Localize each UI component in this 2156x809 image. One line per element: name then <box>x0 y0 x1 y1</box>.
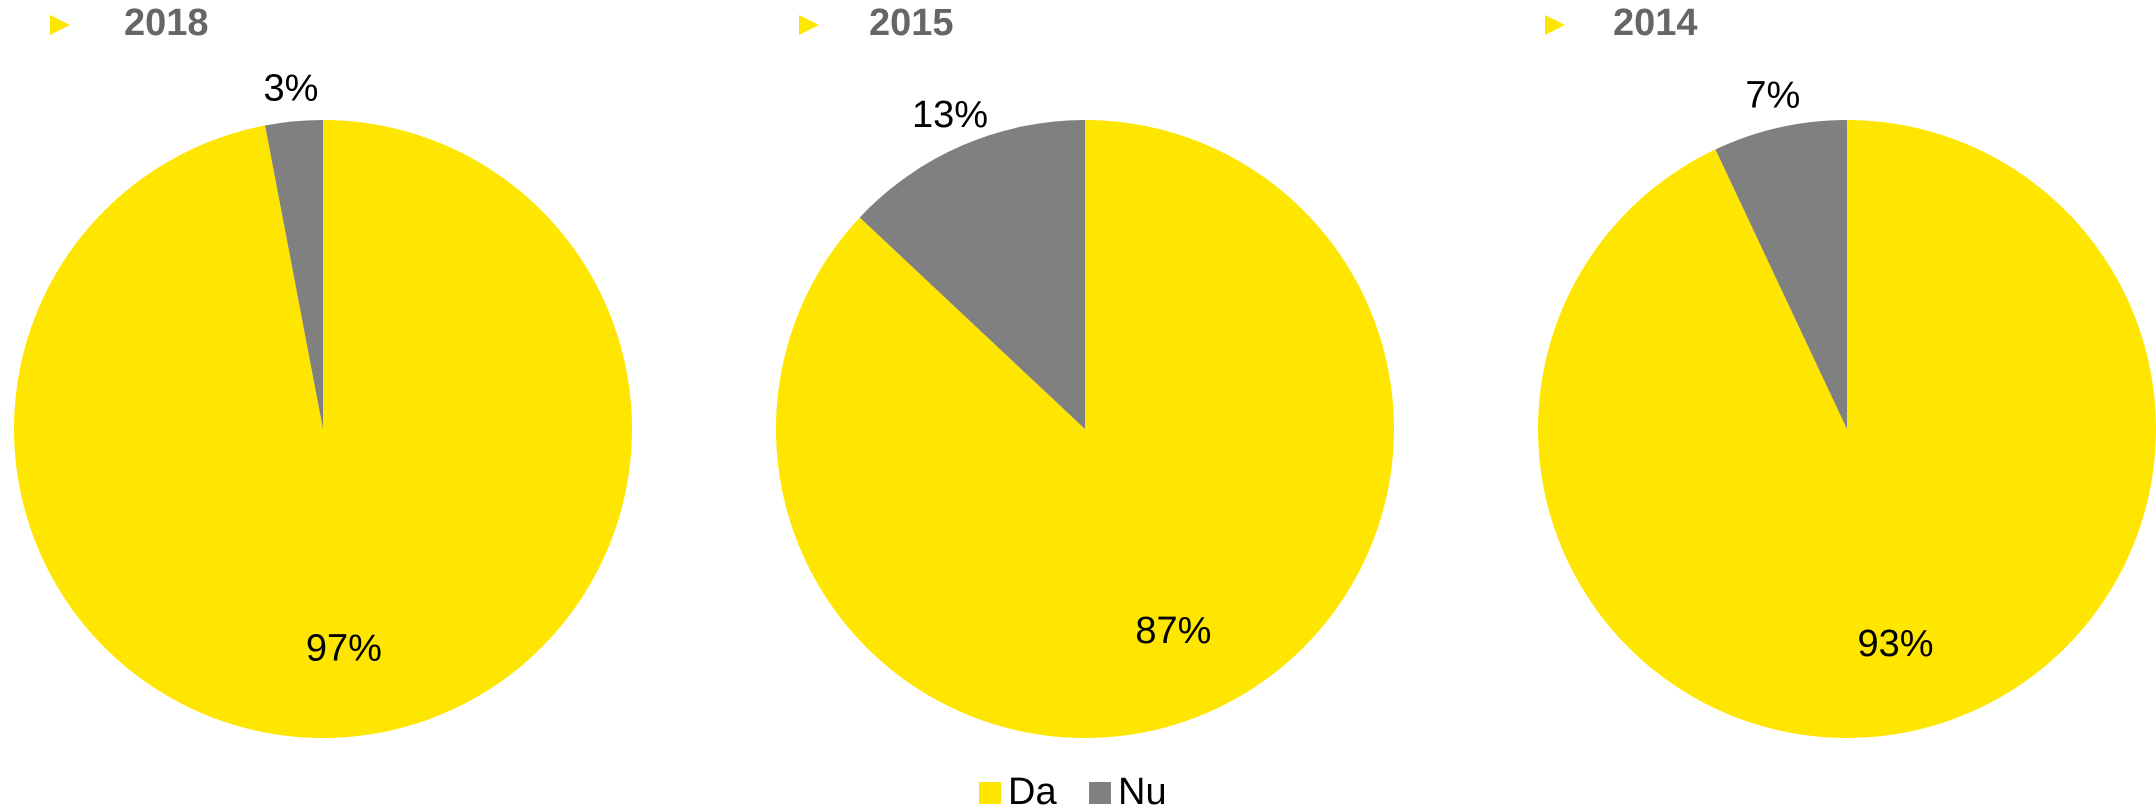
data-label: 93% <box>1858 623 1934 665</box>
pie-slice <box>265 120 323 429</box>
legend-label: Da <box>1008 771 1057 809</box>
title-arrow <box>50 15 70 35</box>
title-arrow <box>799 15 819 35</box>
pie-slice <box>776 120 1394 739</box>
data-label: 13% <box>912 94 988 136</box>
pie-slice <box>859 120 1085 429</box>
data-label: 3% <box>264 68 319 110</box>
data-label: 97% <box>306 628 382 670</box>
legend-swatch <box>979 782 1001 804</box>
data-label: 7% <box>1745 74 1800 116</box>
legend-swatch <box>1089 782 1111 804</box>
pie-slice <box>1715 120 1847 429</box>
chart-title: 2018 <box>124 2 209 44</box>
chart-title: 2014 <box>1613 2 1698 44</box>
title-arrow <box>1545 15 1565 35</box>
chart-title: 2015 <box>869 2 954 44</box>
legend-label: Nu <box>1118 771 1167 809</box>
data-label: 87% <box>1135 610 1211 652</box>
